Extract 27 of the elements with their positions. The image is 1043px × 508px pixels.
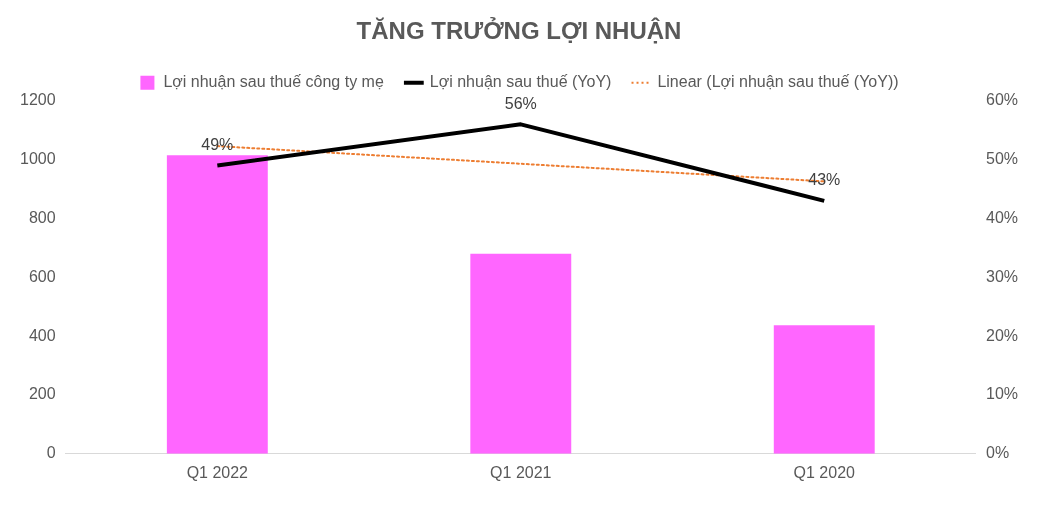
y2-tick-label: 60% bbox=[985, 91, 1019, 109]
x-tick-label: Q1 2020 bbox=[793, 463, 856, 481]
y-tick-label: 200 bbox=[28, 385, 56, 403]
y2-tick-label: 0% bbox=[985, 444, 1010, 462]
y2-tick-label: 50% bbox=[985, 150, 1019, 168]
y2-tick-label: 40% bbox=[985, 208, 1019, 226]
data-label: 43% bbox=[808, 171, 841, 189]
y-tick-label: 1000 bbox=[20, 150, 56, 168]
y-tick-label: 1200 bbox=[20, 91, 56, 109]
legend-label: Lợi nhuận sau thuế (YoY) bbox=[429, 73, 612, 91]
y-tick-label: 600 bbox=[28, 267, 56, 285]
bar bbox=[166, 155, 268, 454]
legend-label: Linear (Lợi nhuận sau thuế (YoY)) bbox=[657, 73, 899, 91]
data-label: 56% bbox=[504, 94, 537, 112]
y2-tick-label: 30% bbox=[985, 267, 1019, 285]
y-tick-label: 0 bbox=[46, 444, 56, 462]
y-tick-label: 400 bbox=[28, 326, 56, 344]
y-tick-label: 800 bbox=[28, 208, 56, 226]
bar bbox=[470, 253, 572, 454]
bar bbox=[773, 325, 875, 454]
chart-title: TĂNG TRƯỞNG LỢI NHUẬN bbox=[356, 16, 682, 45]
legend-label: Lợi nhuận sau thuế công ty mẹ bbox=[163, 73, 384, 91]
x-tick-label: Q1 2021 bbox=[490, 463, 552, 481]
y2-tick-label: 20% bbox=[985, 326, 1019, 344]
y2-tick-label: 10% bbox=[985, 385, 1019, 403]
x-tick-label: Q1 2022 bbox=[186, 463, 249, 481]
data-label: 49% bbox=[201, 135, 234, 153]
